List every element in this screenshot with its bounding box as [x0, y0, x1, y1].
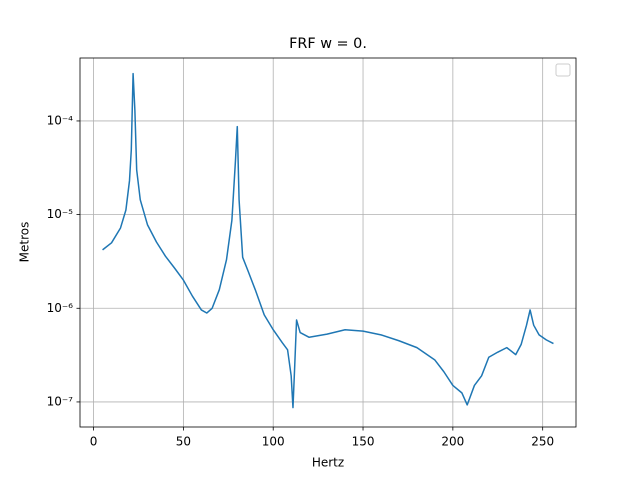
- plot-area: 0 50 100 150 200 250 10⁻⁷ 10⁻⁶ 10⁻⁵ 10⁻⁴: [47, 58, 576, 449]
- x-tick-label: 250: [531, 435, 554, 449]
- y-tick-label: 10⁻⁶: [47, 301, 74, 315]
- y-tick-label: 10⁻⁵: [47, 207, 74, 221]
- x-tick-label: 0: [90, 435, 98, 449]
- data-line: [102, 72, 554, 409]
- x-tick-label: 50: [176, 435, 191, 449]
- legend: [555, 63, 571, 77]
- x-tick-label: 150: [352, 435, 375, 449]
- x-tick-label: 100: [262, 435, 285, 449]
- chart-title: FRF w = 0.: [289, 36, 367, 52]
- x-tick-label: 200: [441, 435, 464, 449]
- y-tick-label: 10⁻⁷: [47, 394, 74, 408]
- y-axis-label: Metros: [18, 222, 32, 263]
- y-tick-label: 10⁻⁴: [47, 113, 74, 127]
- x-axis-label: Hertz: [312, 456, 344, 470]
- axes-frame: [79, 57, 577, 428]
